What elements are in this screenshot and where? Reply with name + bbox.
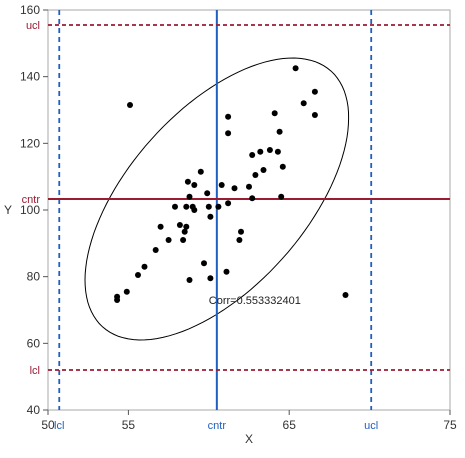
data-point bbox=[271, 110, 278, 117]
data-point bbox=[186, 193, 193, 200]
x-tick-label: 55 bbox=[122, 418, 136, 432]
data-point bbox=[260, 167, 267, 173]
data-point bbox=[266, 147, 273, 153]
x-tick-label: 50 bbox=[41, 418, 55, 432]
points-layer bbox=[114, 65, 349, 303]
data-point bbox=[292, 65, 299, 72]
data-point bbox=[311, 88, 318, 95]
data-point bbox=[191, 207, 198, 213]
data-point bbox=[183, 223, 190, 230]
data-point bbox=[180, 237, 187, 243]
data-point bbox=[207, 213, 214, 220]
data-point bbox=[238, 228, 244, 235]
data-point bbox=[249, 195, 256, 202]
y-tick-label: 160 bbox=[20, 3, 40, 17]
data-point bbox=[201, 260, 207, 267]
data-point bbox=[176, 222, 183, 228]
ellipse-layer bbox=[84, 57, 350, 341]
data-point bbox=[300, 100, 307, 107]
data-point bbox=[279, 163, 286, 170]
data-point bbox=[215, 203, 222, 210]
data-point bbox=[157, 223, 164, 230]
data-point bbox=[186, 277, 193, 283]
data-point bbox=[231, 185, 238, 192]
data-point bbox=[114, 297, 121, 303]
y-tick-label: 40 bbox=[27, 403, 41, 417]
density-ellipse bbox=[84, 57, 350, 341]
x-reference-label-cntr: cntr bbox=[208, 420, 227, 432]
correlation-annotation: Corr=0.553332401 bbox=[209, 295, 301, 307]
data-point bbox=[225, 113, 232, 120]
y-tick-label: 60 bbox=[27, 336, 41, 350]
data-point bbox=[135, 272, 141, 278]
data-point bbox=[123, 288, 130, 295]
data-point bbox=[278, 193, 285, 200]
data-point bbox=[141, 263, 148, 270]
data-point bbox=[191, 182, 198, 188]
x-tick-label: 65 bbox=[283, 418, 297, 432]
data-point bbox=[184, 178, 191, 185]
x-axis-title: X bbox=[245, 432, 253, 446]
data-point bbox=[342, 292, 349, 298]
data-point bbox=[311, 112, 318, 118]
data-point bbox=[225, 130, 232, 137]
y-axis-title: Y bbox=[4, 203, 12, 217]
data-point bbox=[207, 275, 214, 282]
y-tick-label: 120 bbox=[20, 136, 40, 150]
data-point bbox=[252, 172, 259, 178]
data-point bbox=[223, 268, 230, 275]
y-tick-label: 140 bbox=[20, 70, 40, 84]
data-point bbox=[274, 148, 281, 155]
y-tick-label: 100 bbox=[20, 203, 40, 217]
x-reference-label-lcl: lcl bbox=[54, 420, 64, 432]
data-point bbox=[181, 228, 188, 235]
y-reference-label-cntr: cntr bbox=[22, 194, 41, 206]
data-point bbox=[236, 237, 243, 243]
y-reference-label-lcl: lcl bbox=[30, 365, 40, 377]
data-point bbox=[249, 152, 256, 158]
data-point bbox=[225, 200, 232, 207]
data-point bbox=[197, 168, 204, 175]
data-point bbox=[218, 182, 225, 188]
data-point bbox=[204, 190, 211, 197]
data-point bbox=[183, 203, 190, 210]
data-point bbox=[172, 203, 178, 210]
data-point bbox=[276, 128, 283, 135]
x-tick-label: 75 bbox=[443, 418, 457, 432]
data-point bbox=[127, 102, 133, 108]
x-reference-label-ucl: ucl bbox=[364, 420, 378, 432]
plot-frame-layer bbox=[47, 9, 451, 411]
data-point bbox=[257, 148, 264, 155]
ticks-layer: 40 60 80 100 120 140 160 50 55 65 75 bbox=[20, 3, 457, 432]
data-point bbox=[152, 247, 159, 253]
data-point bbox=[246, 183, 252, 190]
plot-frame bbox=[47, 9, 451, 411]
y-tick-label: 80 bbox=[27, 270, 41, 284]
y-reference-label-ucl: ucl bbox=[26, 20, 40, 32]
data-point bbox=[205, 203, 212, 210]
reference-lines-layer bbox=[48, 10, 450, 410]
data-point bbox=[165, 237, 172, 243]
